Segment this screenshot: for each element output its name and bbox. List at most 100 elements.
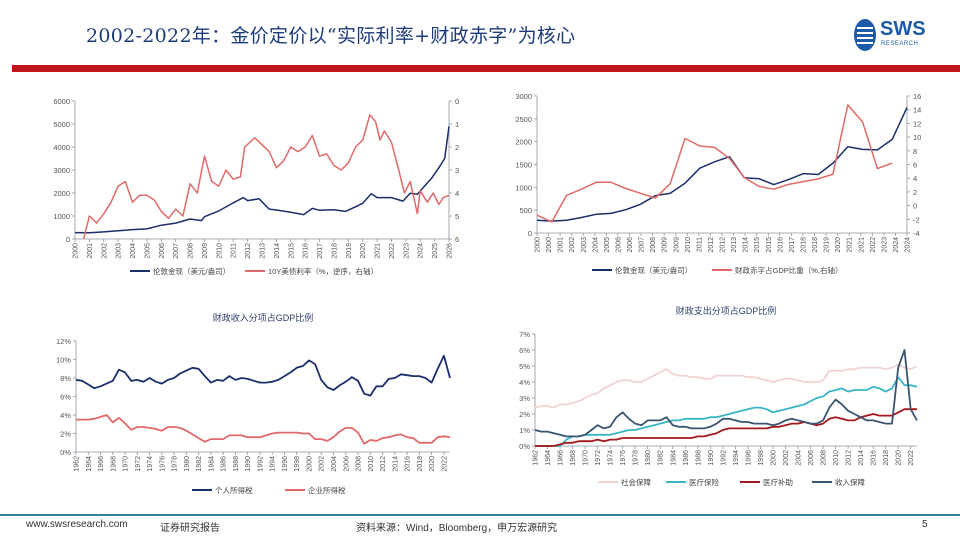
page-number: 5 bbox=[922, 519, 928, 530]
x-tick-label: 1984 bbox=[670, 450, 677, 466]
footer-report-type: 证券研究报告 bbox=[160, 523, 220, 534]
x-tick-label: 1998 bbox=[294, 456, 301, 472]
y-tick-label: 1000 bbox=[515, 183, 532, 192]
x-tick-label: 2008 bbox=[188, 243, 195, 259]
x-tick-label: 2007 bbox=[173, 243, 180, 259]
chart-title: 财政支出分项占GDP比例 bbox=[676, 305, 777, 316]
y-tick-label: 10% bbox=[56, 356, 71, 365]
x-tick-label: 1966 bbox=[558, 450, 565, 466]
x-tick-label: 2014 bbox=[274, 243, 281, 259]
x-tick-label: 2019 bbox=[824, 237, 831, 253]
y-tick-label: 7% bbox=[519, 330, 530, 339]
y-tick-label: 0% bbox=[60, 448, 71, 457]
chart-revenue-share: 财政收入分项占GDP比例 0% 2% 4% 6% 8% 10% 12% 1962 1964 1966… bbox=[56, 312, 451, 495]
y-tick-label: 1000 bbox=[53, 212, 70, 221]
x-tick-label: 1970 bbox=[123, 456, 130, 472]
x-tick-label: 2003 bbox=[581, 237, 588, 253]
x-tick-label: 1988 bbox=[233, 456, 240, 472]
chart-spending-share: 财政支出分项占GDP比例 0% 1% 2% 3% 4% 5% 6% 7% 1962 1964 1966… bbox=[519, 305, 918, 487]
x-tick-label: 2008 bbox=[356, 456, 363, 472]
x-tick-label: 2019 bbox=[346, 243, 353, 259]
x-tick-label: 2022 bbox=[908, 450, 915, 466]
x-tick-label: 2018 bbox=[800, 237, 807, 253]
x-tick-label: 2020 bbox=[429, 456, 436, 472]
y-tick-label: 2500 bbox=[515, 115, 532, 124]
logo-mark-icon bbox=[854, 19, 876, 51]
x-tick-label: 1964 bbox=[545, 450, 552, 466]
legend-label: 收入保障 bbox=[835, 477, 865, 487]
footer-website-link[interactable]: www.swsresearch.com bbox=[26, 519, 128, 530]
x-tick-label: 2015 bbox=[754, 237, 761, 253]
x-tick-label: 1990 bbox=[708, 450, 715, 466]
x-tick-label: 2000 bbox=[770, 450, 777, 466]
x-tick-label: 1962 bbox=[74, 456, 81, 472]
x-tick-label: 1996 bbox=[745, 450, 752, 466]
header-band bbox=[12, 65, 960, 72]
x-tick-label: 1986 bbox=[683, 450, 690, 466]
x-tick-label: 2006 bbox=[343, 456, 350, 472]
x-tick-label: 2004 bbox=[331, 456, 338, 472]
x-tick-label: 2002 bbox=[101, 243, 108, 259]
x-tick-label: 2022 bbox=[389, 243, 396, 259]
chart-title: 财政收入分项占GDP比例 bbox=[213, 312, 314, 323]
x-tick-label: 2013 bbox=[260, 243, 267, 259]
x-tick-label: 2024 bbox=[905, 237, 912, 253]
sws-logo: SWS RESEARCH bbox=[852, 18, 942, 54]
series-line-0 bbox=[75, 354, 451, 397]
x-tick-label: 1982 bbox=[658, 450, 665, 466]
series-line-1 bbox=[76, 414, 451, 445]
x-tick-label: 2000 bbox=[535, 237, 542, 253]
y-right-tick-label: -2 bbox=[913, 215, 920, 224]
x-tick-label: 2022 bbox=[870, 237, 877, 253]
x-tick-label: 1990 bbox=[245, 456, 252, 472]
x-tick-label: 2010 bbox=[368, 456, 375, 472]
y-right-tick-label: 4 bbox=[455, 189, 459, 198]
x-tick-label: 2023 bbox=[881, 237, 888, 253]
legend-label: 伦敦金现（美元/盎司） bbox=[153, 266, 230, 276]
x-tick-label: 2026 bbox=[447, 243, 454, 259]
y-tick-label: 12% bbox=[56, 337, 71, 346]
x-tick-label: 2020 bbox=[360, 243, 367, 259]
x-tick-label: 2010 bbox=[216, 243, 223, 259]
logo-text: SWS bbox=[880, 18, 926, 40]
x-tick-label: 2021 bbox=[847, 237, 854, 253]
x-tick-label: 1978 bbox=[172, 456, 179, 472]
legend-label: 10Y美债利率（%，逆序，右轴） bbox=[268, 266, 378, 276]
y-right-tick-label: 16 bbox=[913, 92, 921, 101]
x-tick-label: 1976 bbox=[159, 456, 166, 472]
x-tick-label: 1966 bbox=[98, 456, 105, 472]
y-tick-label: 1% bbox=[519, 426, 530, 435]
chart-gold-vs-yield: 0 1000 2000 3000 4000 5000 6000 0 1 2 3 4 5 6 2000 2001… bbox=[53, 97, 459, 276]
series-line-0 bbox=[74, 126, 450, 234]
x-tick-label: 2001 bbox=[87, 243, 94, 259]
y-right-tick-label: 14 bbox=[913, 106, 921, 115]
y-right-tick-label: 4 bbox=[913, 174, 917, 183]
x-tick-label: 2010 bbox=[685, 237, 692, 253]
x-tick-label: 2006 bbox=[808, 450, 815, 466]
x-tick-label: 2021 bbox=[375, 243, 382, 259]
x-tick-label: 2012 bbox=[846, 450, 853, 466]
x-tick-label: 1978 bbox=[633, 450, 640, 466]
x-tick-label: 1972 bbox=[135, 456, 142, 472]
x-tick-label: 2003 bbox=[116, 243, 123, 259]
y-right-tick-label: 12 bbox=[913, 119, 921, 128]
legend-label: 伦敦金现（美元/盎司） bbox=[615, 265, 692, 275]
x-tick-label: 2004 bbox=[130, 243, 137, 259]
x-tick-label: 2000 bbox=[306, 456, 313, 472]
x-tick-label: 2014 bbox=[392, 456, 399, 472]
y-tick-label: 2% bbox=[519, 410, 530, 419]
x-tick-label: 2010 bbox=[833, 450, 840, 466]
y-tick-label: 3000 bbox=[515, 92, 532, 101]
series-line-0 bbox=[536, 107, 908, 222]
x-tick-label: 1970 bbox=[583, 450, 590, 466]
x-tick-label: 2024 bbox=[418, 243, 425, 259]
x-tick-label: 1992 bbox=[257, 456, 264, 472]
x-tick-label: 2018 bbox=[417, 456, 424, 472]
series-line-1 bbox=[535, 376, 918, 447]
legend-label: 企业所得税 bbox=[308, 485, 346, 495]
x-tick-label: 1986 bbox=[221, 456, 228, 472]
x-tick-label: 2000 bbox=[73, 243, 80, 259]
x-tick-label: 2012 bbox=[380, 456, 387, 472]
x-tick-label: 2012 bbox=[245, 243, 252, 259]
x-tick-label: 2001 bbox=[558, 237, 565, 253]
